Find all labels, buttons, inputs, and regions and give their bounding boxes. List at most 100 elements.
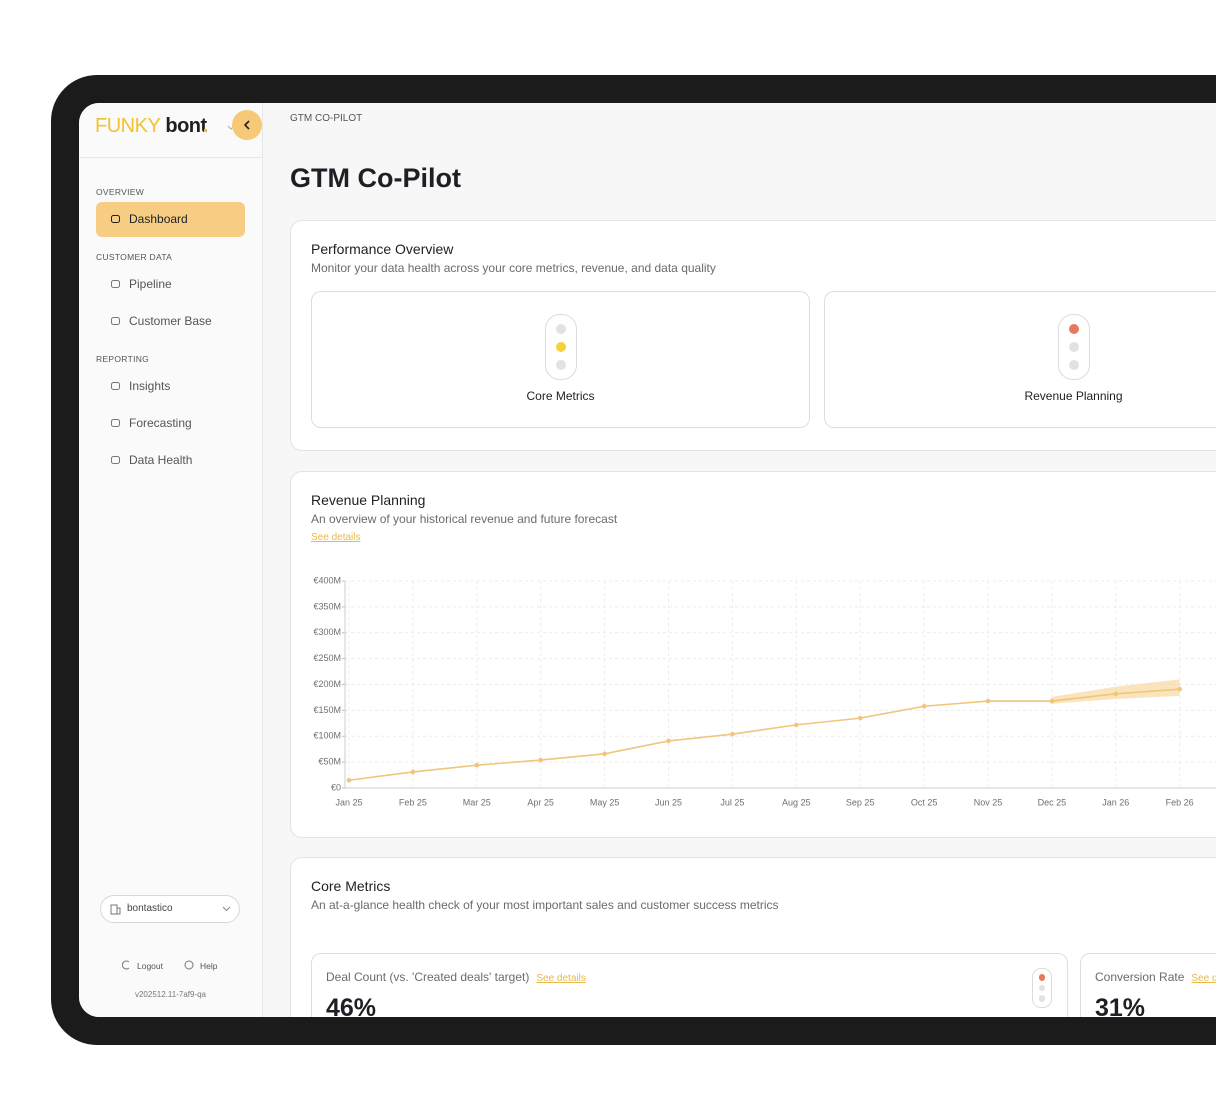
logout[interactable]: Logout — [137, 961, 163, 971]
icon-shape — [111, 382, 120, 390]
card-subtitle: An at-a-glance health check of your most… — [311, 898, 779, 912]
x-tick-label: Aug 25 — [782, 797, 811, 807]
y-tick-label: €0 — [331, 782, 341, 792]
help[interactable]: Help — [200, 961, 218, 971]
point — [1049, 698, 1055, 704]
y-tick-label: €400M — [313, 575, 341, 585]
nav-active-bg — [96, 202, 245, 237]
chevron — [222, 906, 231, 912]
point — [538, 757, 543, 763]
workspace-icon — [110, 904, 121, 915]
icon-shape — [111, 317, 120, 325]
status-card[interactable] — [824, 291, 1216, 428]
card-title: Performance Overview — [311, 241, 454, 257]
logout-icon — [122, 960, 130, 970]
nav-icon — [111, 317, 120, 325]
series-line — [348, 700, 1052, 782]
logo-name: bont — [165, 115, 207, 137]
light-dot — [555, 359, 567, 371]
icon-shape — [111, 215, 120, 223]
x-tick-label: Jan 25 — [335, 797, 362, 807]
card-subtitle: An overview of your historical revenue a… — [311, 512, 618, 526]
card-title: Core Metrics — [311, 878, 391, 894]
icon-shape — [111, 280, 120, 288]
nav-item[interactable]: Dashboard — [129, 212, 188, 226]
metric-value: 31% — [1095, 994, 1146, 1017]
card-title: Revenue Planning — [311, 492, 426, 508]
y-tick-label: €250M — [313, 653, 341, 663]
workspace-select[interactable]: bontastico — [100, 895, 240, 923]
x-tick-label: Apr 25 — [527, 797, 554, 807]
point — [410, 769, 416, 775]
icon-shape — [111, 419, 120, 427]
nav-icon — [111, 280, 120, 288]
light-dot — [1068, 323, 1080, 335]
point — [794, 722, 799, 728]
point — [921, 703, 927, 709]
collapse-button[interactable] — [232, 110, 262, 140]
x-tick-label: Nov 25 — [974, 797, 1003, 807]
help-icon — [184, 960, 194, 970]
x-tick-label: Feb 25 — [399, 797, 427, 807]
collapse-icon — [243, 120, 250, 130]
status-label: Core Metrics — [526, 389, 595, 403]
logo[interactable]: FUNKY bont. — [95, 115, 208, 138]
see-details[interactable]: See details — [1191, 973, 1216, 984]
nav-item[interactable]: Insights — [129, 379, 171, 393]
section-title: REPORTING — [96, 354, 150, 364]
point — [346, 777, 352, 783]
light-dot — [1068, 359, 1080, 371]
x-tick-label: Jun 25 — [655, 797, 682, 807]
point — [1113, 691, 1119, 697]
logo-brand: FUNKY — [95, 115, 161, 137]
logo-dot: . — [202, 115, 209, 137]
metric-label: Deal Count (vs. 'Created deals' target) — [326, 970, 530, 984]
screen: FUNKY bont. bontastico Logout Help v2025… — [79, 103, 1216, 1017]
x-tick-label: Dec 25 — [1038, 797, 1067, 807]
nav-item[interactable]: Pipeline — [129, 277, 172, 291]
section-title: CUSTOMER DATA — [96, 252, 173, 262]
icon-shape — [111, 456, 120, 464]
see-details[interactable]: See details — [311, 532, 361, 543]
y-tick-label: €150M — [313, 705, 341, 715]
version: v202512.11-7af9-qa — [134, 990, 207, 999]
light-dot — [1038, 974, 1046, 981]
metric-header: Conversion Rate See details — [1095, 970, 1216, 984]
x-tick-label: Oct 25 — [911, 797, 938, 807]
light-dot — [1038, 984, 1046, 992]
metric-value: 46% — [326, 994, 377, 1017]
sidebar: FUNKY bont. bontastico Logout Help v2025… — [79, 103, 263, 1017]
x-tick-label: Feb 26 — [1166, 797, 1194, 807]
light-dot — [555, 341, 567, 353]
nav-item[interactable]: Forecasting — [129, 416, 192, 430]
nav-item[interactable]: Data Health — [129, 453, 193, 467]
revenue-card — [290, 471, 1216, 838]
x-tick-label: Sep 25 — [846, 797, 875, 807]
nav-item[interactable]: Customer Base — [129, 314, 212, 328]
x-tick-label: May 25 — [590, 797, 620, 807]
point — [1177, 686, 1182, 692]
metric-header: Deal Count (vs. 'Created deals' target) S… — [326, 970, 586, 984]
forecast-band — [1051, 679, 1180, 704]
point — [730, 731, 735, 737]
metric-card[interactable] — [1080, 953, 1216, 1017]
light-dot — [1068, 341, 1080, 353]
x-tick-label: Jul 25 — [720, 797, 744, 807]
divider — [79, 157, 262, 158]
point — [857, 715, 863, 721]
nav-icon — [111, 215, 120, 223]
y-tick-label: €50M — [318, 757, 341, 767]
see-details[interactable]: See details — [536, 973, 586, 984]
point — [602, 751, 607, 757]
metric-card[interactable] — [311, 953, 1068, 1017]
point — [474, 762, 480, 768]
card-subtitle: Monitor your data health across your cor… — [311, 261, 716, 275]
breadcrumb: GTM CO-PILOT — [290, 113, 363, 124]
y-tick-label: €100M — [313, 731, 341, 741]
status-label: Revenue Planning — [1024, 389, 1123, 403]
y-tick-label: €200M — [313, 679, 341, 689]
point — [666, 738, 671, 744]
page-title: GTM Co-Pilot — [290, 163, 461, 193]
nav-icon — [111, 382, 120, 390]
metric-label: Conversion Rate — [1095, 970, 1185, 984]
